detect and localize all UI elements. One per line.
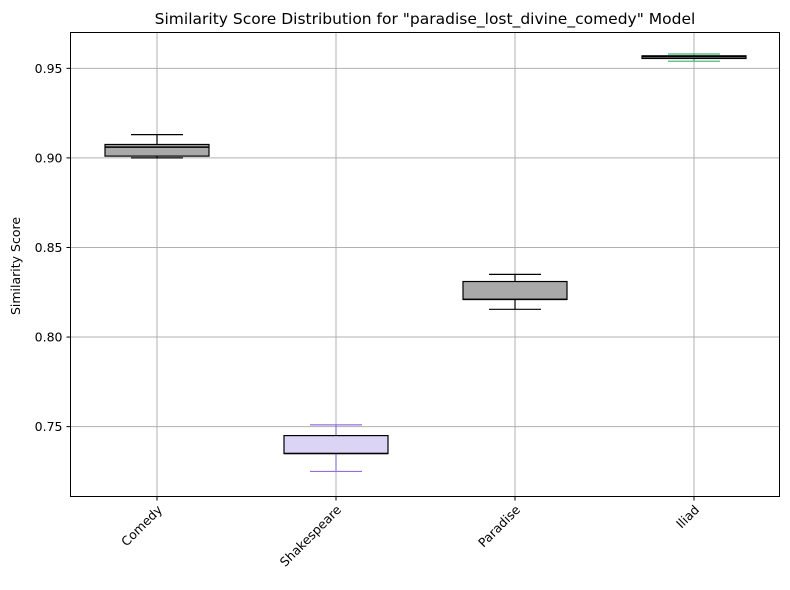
gridlines <box>70 32 780 497</box>
iqr-box <box>104 143 210 157</box>
iqr-box <box>462 280 568 301</box>
y-axis-label: Similarity Score <box>8 217 23 315</box>
y-tick-label: 0.80 <box>35 330 63 345</box>
boxes <box>104 53 747 473</box>
y-tick-label: 0.95 <box>35 61 63 76</box>
axis-ticks: 0.75 0.80 0.85 0.90 0.95 Comedy Shakespeare Par… <box>35 61 702 570</box>
box-iliad <box>641 53 747 62</box>
plot-frame <box>70 32 780 497</box>
chart-title: Similarity Score Distribution for "parad… <box>155 10 696 29</box>
y-tick-label: 0.75 <box>35 419 63 434</box>
iqr-box <box>283 434 389 455</box>
box-paradise <box>462 273 568 310</box>
y-tick-label: 0.90 <box>35 150 63 165</box>
x-tick-label: Comedy <box>118 502 166 550</box>
y-tick-label: 0.85 <box>35 240 63 255</box>
x-tick-label: Iliad <box>673 502 702 531</box>
x-tick-label: Shakespeare <box>277 502 345 570</box>
x-tick-label: Paradise <box>475 502 523 550</box>
box-shakespeare <box>283 424 389 473</box>
box-comedy <box>104 134 210 159</box>
